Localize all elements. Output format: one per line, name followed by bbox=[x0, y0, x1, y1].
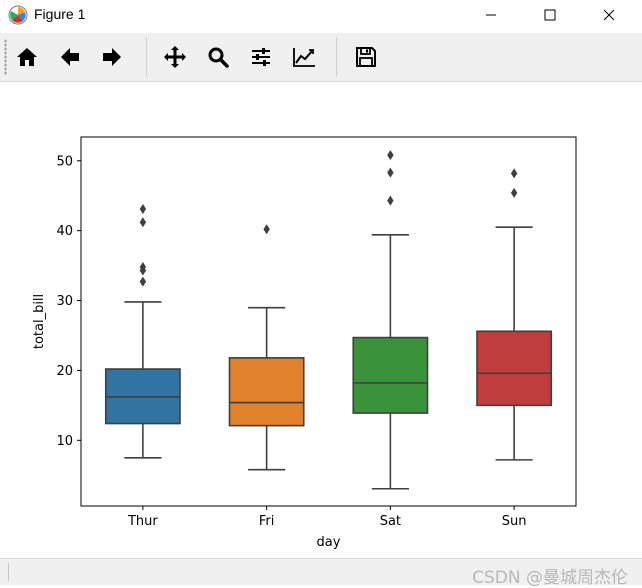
box-plot: Thur Fri Sat Sun 10 20 30 40 50 day total_bill bbox=[32, 136, 577, 550]
minimize-button[interactable] bbox=[468, 0, 514, 30]
axes-edit-icon bbox=[293, 48, 315, 67]
save-icon bbox=[356, 47, 376, 67]
maximize-button[interactable] bbox=[527, 0, 573, 30]
outlier-sat-2 bbox=[387, 150, 394, 161]
edit-axis-button[interactable] bbox=[290, 43, 318, 71]
maximize-icon bbox=[544, 9, 556, 21]
outlier-sat-0 bbox=[387, 195, 394, 206]
navigation-toolbar bbox=[0, 33, 642, 82]
x-tick-label-fri: Fri bbox=[259, 514, 275, 529]
y-tick-label-20: 20 bbox=[56, 364, 73, 379]
x-tick-label-sat: Sat bbox=[380, 514, 401, 529]
y-tick-label-40: 40 bbox=[56, 224, 73, 239]
toolbar-separator bbox=[336, 37, 337, 77]
outlier-sun-1 bbox=[510, 168, 518, 179]
pan-button[interactable] bbox=[161, 43, 189, 71]
close-button[interactable] bbox=[586, 0, 632, 30]
minimize-icon bbox=[486, 14, 496, 16]
save-button[interactable] bbox=[352, 43, 380, 71]
forward-button[interactable] bbox=[98, 43, 126, 71]
figure-canvas[interactable]: Thur Fri Sat Sun 10 20 30 40 50 day total_bill bbox=[0, 82, 642, 558]
box-fri bbox=[228, 357, 305, 427]
outlier-sat-1 bbox=[387, 167, 394, 178]
matplotlib-logo-icon bbox=[8, 5, 28, 25]
box-sun bbox=[476, 330, 553, 407]
y-tick-label-30: 30 bbox=[56, 294, 73, 309]
y-tick-label-10: 10 bbox=[56, 434, 73, 449]
status-grip bbox=[8, 563, 9, 581]
configure-subplots-button[interactable] bbox=[247, 43, 275, 71]
outlier-sun-0 bbox=[510, 187, 518, 198]
back-button[interactable] bbox=[56, 43, 84, 71]
home-button[interactable] bbox=[13, 43, 41, 71]
outlier-thur-0 bbox=[139, 276, 147, 287]
forward-arrow-icon bbox=[103, 48, 121, 66]
title-bar: Figure 1 bbox=[0, 0, 642, 30]
zoom-button[interactable] bbox=[204, 43, 232, 71]
outlier-thur-2 bbox=[139, 261, 147, 272]
y-tick-label-50: 50 bbox=[56, 154, 73, 169]
x-tick-label-sun: Sun bbox=[502, 514, 527, 529]
back-arrow-icon bbox=[61, 48, 79, 66]
home-icon bbox=[17, 48, 37, 66]
status-bar: CSDN @曼城周杰伦 bbox=[0, 558, 642, 588]
toolbar-grip[interactable] bbox=[4, 39, 7, 75]
pan-icon bbox=[164, 46, 186, 68]
watermark-text: CSDN @曼城周杰伦 bbox=[472, 568, 628, 588]
close-icon bbox=[603, 9, 615, 21]
x-tick-label-thur: Thur bbox=[127, 514, 158, 529]
outlier-fri-0 bbox=[263, 224, 270, 235]
y-axis-label: total_bill bbox=[32, 294, 47, 349]
axes-frame bbox=[80, 136, 577, 507]
outlier-thur-3 bbox=[139, 217, 147, 228]
x-axis-label: day bbox=[317, 535, 341, 550]
subplots-icon bbox=[252, 48, 270, 66]
box-sat bbox=[352, 336, 429, 414]
outlier-thur-4 bbox=[139, 203, 147, 214]
window-title: Figure 1 bbox=[34, 6, 86, 22]
zoom-icon bbox=[208, 47, 229, 68]
toolbar-separator bbox=[146, 37, 147, 77]
